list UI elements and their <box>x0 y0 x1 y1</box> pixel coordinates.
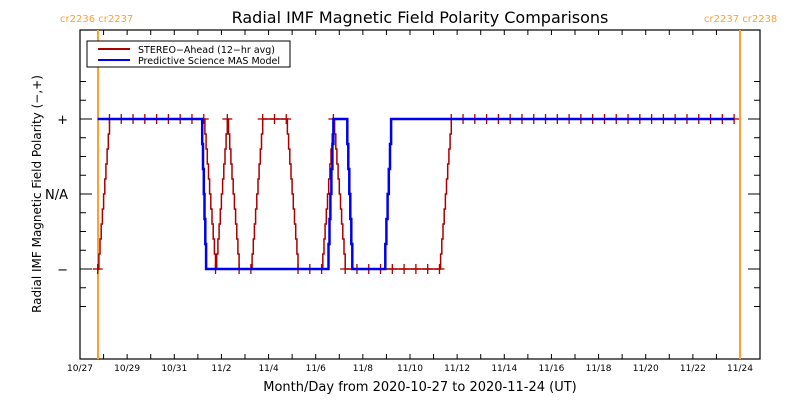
legend-label: Predictive Science MAS Model <box>138 56 280 67</box>
x-tick-label: 11/16 <box>538 364 564 374</box>
x-tick-label: 11/18 <box>586 364 612 374</box>
x-ticks: 10/27 10/29 10/31 11/2 11/4 11/6 11/8 11/10 11/1… <box>67 30 753 374</box>
x-tick-label: 10/29 <box>114 364 140 374</box>
carrington-rotation-label: cr2237 cr2238 <box>704 14 777 25</box>
x-tick-label: 11/14 <box>491 364 517 374</box>
stereo-series-line <box>97 118 735 270</box>
y-ticks: + N/A − <box>45 81 760 307</box>
plot-frame <box>79 29 761 360</box>
x-tick-label: 11/6 <box>306 364 326 374</box>
legend: STEREO−Ahead (12−hr avg)Predictive Scien… <box>86 40 291 68</box>
axes-frame <box>79 29 761 360</box>
y-tick-label: N/A <box>45 188 68 203</box>
carrington-lines: cr2236 cr2237 cr2237 cr2238 <box>60 14 777 359</box>
series-group <box>92 114 740 274</box>
x-tick-label: 11/20 <box>633 364 659 374</box>
x-tick-label: 11/8 <box>353 364 373 374</box>
x-tick-label: 11/2 <box>211 364 231 374</box>
legend-label: STEREO−Ahead (12−hr avg) <box>138 45 275 56</box>
y-tick-label: + <box>57 113 68 128</box>
x-tick-label: 11/4 <box>258 364 278 374</box>
x-tick-label: 11/24 <box>727 364 753 374</box>
x-tick-label: 11/10 <box>397 364 423 374</box>
y-tick-label: − <box>57 263 68 278</box>
chart-title: Radial IMF Magnetic Field Polarity Compa… <box>232 8 609 27</box>
carrington-rotation-label: cr2236 cr2237 <box>60 14 133 25</box>
x-tick-label: 10/27 <box>67 364 93 374</box>
x-tick-label: 10/31 <box>161 364 187 374</box>
legend-box <box>86 40 291 68</box>
y-axis-label: Radial IMF Magnetic Field Polarity (−,+) <box>30 75 44 313</box>
model-series-line <box>97 117 735 271</box>
x-tick-label: 11/12 <box>444 364 470 374</box>
x-axis-label: Month/Day from 2020-10-27 to 2020-11-24 … <box>263 380 576 395</box>
x-tick-label: 11/22 <box>680 364 706 374</box>
